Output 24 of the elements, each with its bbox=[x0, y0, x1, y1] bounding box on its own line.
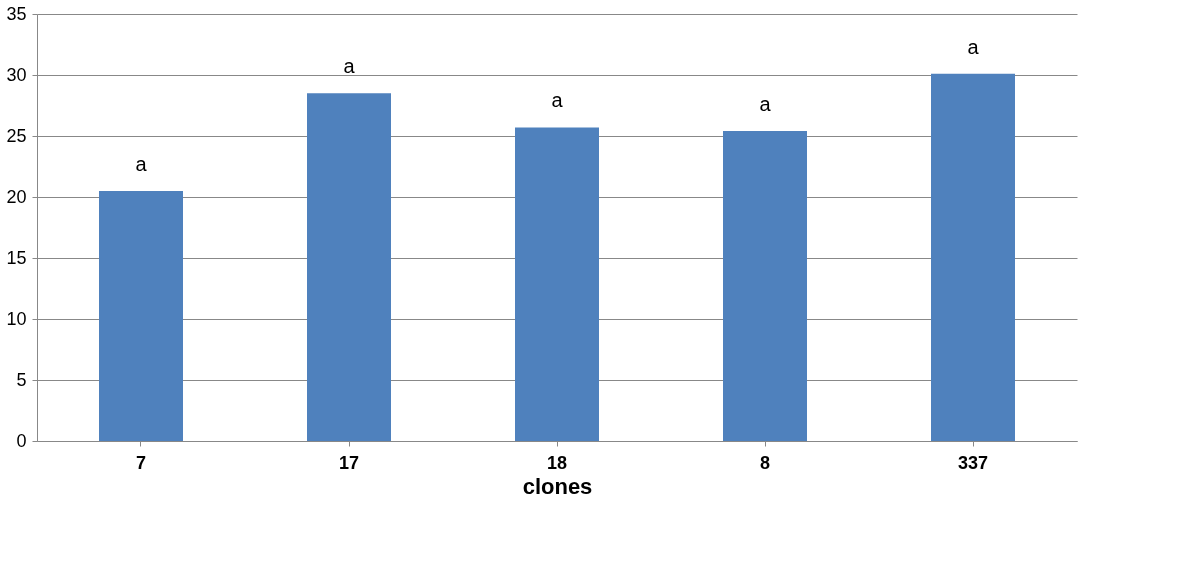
x-tick-label: 337 bbox=[957, 452, 989, 473]
y-tick-label: 15 bbox=[6, 247, 27, 268]
annotation: a bbox=[551, 89, 564, 112]
y-tick-label: 0 bbox=[16, 430, 27, 451]
annotation: a bbox=[967, 35, 980, 58]
x-tick-label: 17 bbox=[338, 452, 360, 473]
x-tick-label: 7 bbox=[135, 452, 147, 473]
y-tick-label: 20 bbox=[6, 186, 27, 207]
annotation: a bbox=[135, 152, 148, 175]
bar bbox=[515, 127, 599, 441]
y-tick-label: 30 bbox=[6, 64, 27, 85]
y-tick-label: 10 bbox=[6, 308, 27, 329]
bar bbox=[931, 73, 1015, 441]
bar bbox=[723, 131, 807, 441]
y-tick-label: 25 bbox=[6, 125, 27, 146]
bar bbox=[307, 93, 391, 441]
annotation: a bbox=[759, 93, 772, 116]
x-axis-title: clones bbox=[522, 473, 593, 499]
y-tick-label: 35 bbox=[6, 3, 27, 24]
bar bbox=[99, 190, 183, 441]
annotation: a bbox=[343, 55, 356, 78]
y-tick-label: 5 bbox=[16, 369, 27, 390]
x-tick-label: 8 bbox=[759, 452, 771, 473]
x-tick-label: 18 bbox=[546, 452, 568, 473]
